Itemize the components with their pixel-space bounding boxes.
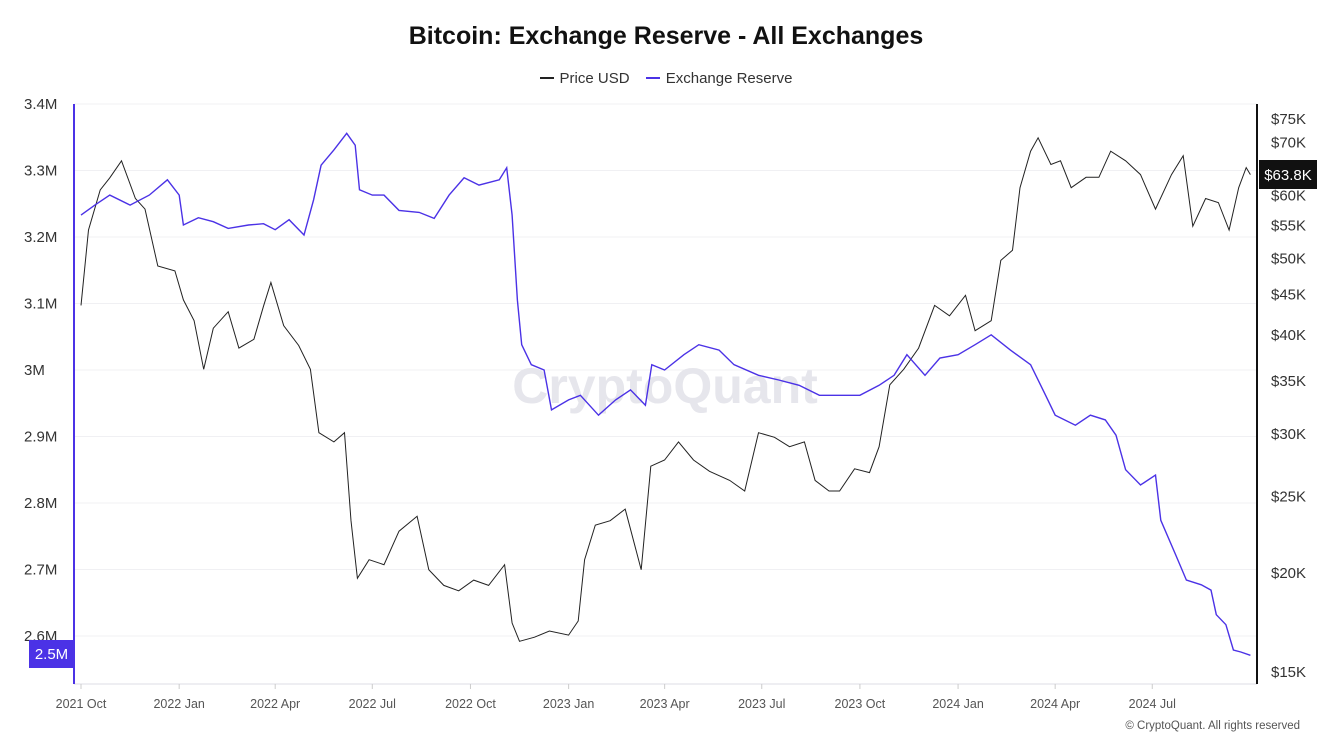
left-tick-label: 3.1M (24, 296, 57, 313)
right-tick-label: $30K (1271, 426, 1306, 443)
price-current-label: $63.8K (1264, 167, 1312, 184)
price-swatch-icon (539, 77, 554, 79)
right-tick-label: $50K (1271, 250, 1306, 267)
right-tick-label: $70K (1271, 135, 1306, 152)
right-tick-label: $55K (1271, 218, 1306, 235)
x-tick-label: 2022 Jan (153, 697, 204, 711)
x-tick-label: 2023 Jul (738, 697, 785, 711)
left-tick-label: 3.3M (24, 163, 57, 180)
reserve-swatch-icon (645, 77, 660, 79)
legend-item-price[interactable]: Price USD (539, 69, 630, 87)
watermark: CryptoQuant (512, 358, 818, 414)
left-tick-label: 3.2M (24, 229, 57, 246)
x-tick-label: 2024 Jan (932, 697, 983, 711)
x-tick-label: 2023 Oct (835, 697, 886, 711)
legend-label-price: Price USD (559, 69, 630, 87)
left-tick-label: 3M (24, 362, 45, 379)
x-tick-label: 2024 Jul (1129, 697, 1176, 711)
reserve-current-badge (29, 640, 74, 668)
right-tick-label: $60K (1271, 188, 1306, 205)
legend-item-reserve[interactable]: Exchange Reserve (645, 69, 793, 87)
copyright-footer: © CryptoQuant. All rights reserved (1125, 720, 1300, 732)
right-tick-label: $75K (1271, 111, 1306, 128)
x-tick-label: 2022 Apr (250, 697, 300, 711)
right-tick-label: $25K (1271, 488, 1306, 505)
left-tick-label: 2.8M (24, 495, 57, 512)
price-line (80, 136, 1251, 642)
x-tick-label: 2023 Apr (640, 697, 690, 711)
reserve-current-label: 2.5M (35, 646, 68, 663)
x-tick-label: 2022 Jul (349, 697, 396, 711)
right-tick-label: $35K (1271, 373, 1306, 390)
left-tick-label: 2.7M (24, 562, 57, 579)
legend: Price USD Exchange Reserve (0, 66, 1332, 87)
price-current-badge (1259, 160, 1317, 189)
right-tick-label: $15K (1271, 664, 1306, 681)
right-tick-label: $45K (1271, 287, 1306, 304)
legend-label-reserve: Exchange Reserve (665, 69, 793, 87)
right-tick-label: $40K (1271, 327, 1306, 344)
x-tick-label: 2023 Jan (543, 697, 594, 711)
x-tick-label: 2024 Apr (1030, 697, 1080, 711)
right-tick-label: $20K (1271, 565, 1306, 582)
reserve-line (80, 132, 1251, 656)
left-tick-label: 2.9M (24, 429, 57, 446)
x-tick-label: 2021 Oct (56, 697, 107, 711)
chart-title: Bitcoin: Exchange Reserve - All Exchange… (408, 22, 924, 50)
left-tick-label: 3.4M (24, 96, 57, 113)
x-tick-label: 2022 Oct (445, 697, 496, 711)
